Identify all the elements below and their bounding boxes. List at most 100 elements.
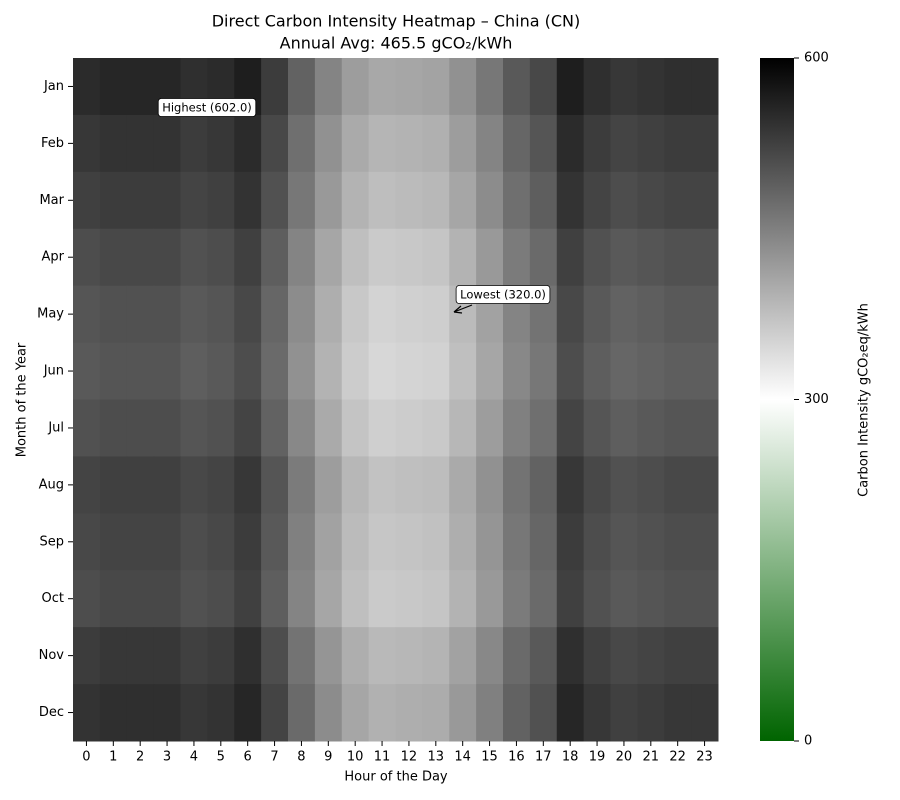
- y-tick-label: Apr: [42, 250, 65, 265]
- heat-cell: [180, 399, 208, 457]
- heat-cell: [99, 58, 128, 116]
- heat-cell: [583, 684, 611, 742]
- x-tick-label: 2: [136, 750, 144, 765]
- heat-cell: [691, 285, 719, 344]
- heat-cell: [449, 399, 477, 457]
- heat-cell: [556, 570, 585, 628]
- heat-cell: [314, 399, 343, 457]
- annotation-arrowhead: [453, 305, 463, 314]
- heat-cell: [691, 171, 719, 230]
- y-tick-label: Dec: [39, 705, 64, 720]
- heat-cell: [234, 285, 262, 344]
- heat-cell: [664, 627, 692, 685]
- heat-cell: [314, 513, 343, 571]
- heat-cell: [341, 114, 370, 173]
- heat-cell: [126, 285, 155, 344]
- x-axis-label: Hour of the Day: [344, 770, 448, 785]
- heat-cell: [395, 342, 423, 400]
- heat-cell: [529, 228, 558, 287]
- heat-cell: [422, 570, 450, 628]
- heat-cell: [583, 513, 611, 571]
- heat-cell: [583, 58, 611, 116]
- x-tick-label: 12: [401, 750, 418, 765]
- heat-cell: [73, 58, 101, 116]
- heat-cell: [153, 171, 181, 230]
- chart-subtitle: Annual Avg: 465.5 gCO₂/kWh: [280, 34, 513, 53]
- heat-cell: [73, 114, 101, 173]
- heat-cell: [476, 627, 504, 685]
- heat-cell: [610, 570, 638, 628]
- heat-cell: [288, 114, 316, 173]
- heat-cell: [503, 513, 531, 571]
- heat-cell: [556, 285, 585, 344]
- y-tick-label: Aug: [39, 477, 64, 492]
- heat-cell: [99, 627, 128, 685]
- heat-cell: [368, 684, 396, 742]
- heat-cell: [637, 684, 665, 742]
- heat-cell: [503, 570, 531, 628]
- heat-cell: [583, 285, 611, 344]
- y-tick-label: Nov: [39, 648, 65, 663]
- heat-cell: [261, 114, 289, 173]
- annotation-box: [157, 98, 257, 117]
- heat-cell: [180, 627, 208, 685]
- heat-cell: [341, 456, 370, 514]
- heat-cell: [395, 114, 423, 173]
- heat-cell: [610, 399, 638, 457]
- annotation: Highest (602.0): [162, 101, 252, 115]
- heat-cell: [637, 399, 665, 457]
- heat-cell: [664, 456, 692, 514]
- x-tick-label: 21: [643, 750, 660, 765]
- x-tick-label: 9: [324, 750, 332, 765]
- heat-cell: [422, 342, 450, 400]
- x-tick-label: 16: [508, 750, 525, 765]
- y-tick-label: Feb: [41, 136, 64, 151]
- heat-cell: [503, 342, 531, 400]
- heat-cell: [664, 114, 692, 173]
- heat-cell: [341, 399, 370, 457]
- x-tick-label: 20: [616, 750, 633, 765]
- heat-cell: [368, 456, 396, 514]
- heat-cell: [314, 684, 343, 742]
- heat-cell: [261, 58, 289, 116]
- heat-cell: [314, 570, 343, 628]
- heat-cell: [529, 114, 558, 173]
- heat-cell: [691, 342, 719, 400]
- heat-cell: [207, 399, 235, 457]
- heat-cell: [153, 114, 181, 173]
- heat-cell: [664, 684, 692, 742]
- heat-cell: [395, 513, 423, 571]
- heat-cell: [207, 570, 235, 628]
- heat-cell: [556, 171, 585, 230]
- heat-cell: [503, 627, 531, 685]
- heat-cell: [153, 228, 181, 287]
- heat-cell: [153, 570, 181, 628]
- heat-cell: [341, 171, 370, 230]
- heat-cell: [261, 570, 289, 628]
- heat-cell: [288, 228, 316, 287]
- heat-cell: [207, 228, 235, 287]
- heat-cell: [99, 399, 128, 457]
- heat-cell: [395, 228, 423, 287]
- heat-cell: [341, 570, 370, 628]
- heat-cell: [73, 228, 101, 287]
- heat-cell: [368, 627, 396, 685]
- heat-cell: [583, 171, 611, 230]
- heat-cell: [234, 513, 262, 571]
- heat-cell: [368, 513, 396, 571]
- heat-cell: [583, 456, 611, 514]
- heatmap: [73, 58, 719, 742]
- heat-cell: [234, 684, 262, 742]
- heat-cell: [261, 684, 289, 742]
- x-tick-label: 11: [374, 750, 391, 765]
- heat-cell: [314, 171, 343, 230]
- chart-title: Direct Carbon Intensity Heatmap – China …: [212, 12, 581, 31]
- heat-cell: [234, 627, 262, 685]
- heat-cell: [556, 58, 585, 116]
- heat-cell: [368, 342, 396, 400]
- heat-cell: [610, 456, 638, 514]
- heat-cell: [583, 399, 611, 457]
- heat-cell: [610, 513, 638, 571]
- heat-cell: [476, 570, 504, 628]
